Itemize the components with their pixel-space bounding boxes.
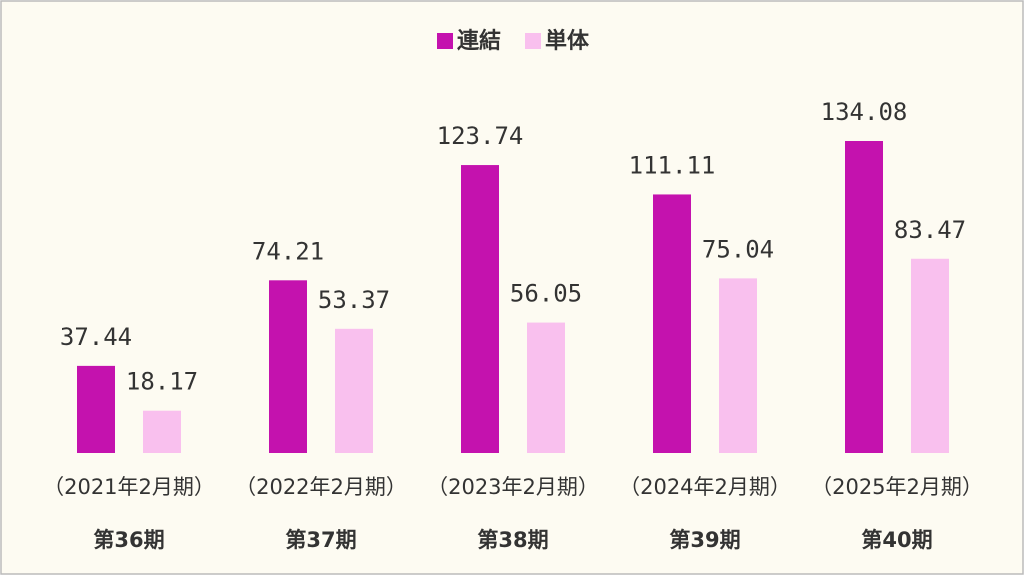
x-sub-label: 第37期 <box>285 528 356 552</box>
bar <box>845 140 883 453</box>
legend-swatch <box>437 33 453 49</box>
bar <box>77 365 115 453</box>
x-tick-label: （2024年2月期） <box>619 475 791 499</box>
value-label: 18.17 <box>126 368 198 396</box>
value-label: 123.74 <box>437 122 524 150</box>
bar <box>653 194 691 454</box>
bar <box>143 410 181 453</box>
bar <box>719 278 757 453</box>
x-tick-label: （2025年2月期） <box>811 475 983 499</box>
bar <box>269 280 307 453</box>
bar <box>527 322 565 453</box>
bar <box>911 258 949 453</box>
x-tick-label: （2023年2月期） <box>427 475 599 499</box>
value-label: 75.04 <box>702 235 774 263</box>
value-label: 83.47 <box>894 216 966 244</box>
value-label: 37.44 <box>60 323 132 351</box>
value-label: 74.21 <box>252 237 324 265</box>
legend-swatch <box>525 33 541 49</box>
value-label: 111.11 <box>629 151 716 179</box>
x-tick-label: （2021年2月期） <box>43 475 215 499</box>
x-sub-label: 第39期 <box>669 528 740 552</box>
x-tick-label: （2022年2月期） <box>235 475 407 499</box>
value-label: 56.05 <box>510 280 582 308</box>
value-label: 134.08 <box>821 98 908 126</box>
x-sub-label: 第36期 <box>93 528 164 552</box>
value-label: 53.37 <box>318 286 390 314</box>
bar <box>335 328 373 453</box>
x-sub-label: 第40期 <box>861 528 932 552</box>
x-sub-label: 第38期 <box>477 528 548 552</box>
legend-label: 連結 <box>457 28 501 54</box>
legend-label: 単体 <box>545 28 590 54</box>
bar <box>461 165 499 454</box>
